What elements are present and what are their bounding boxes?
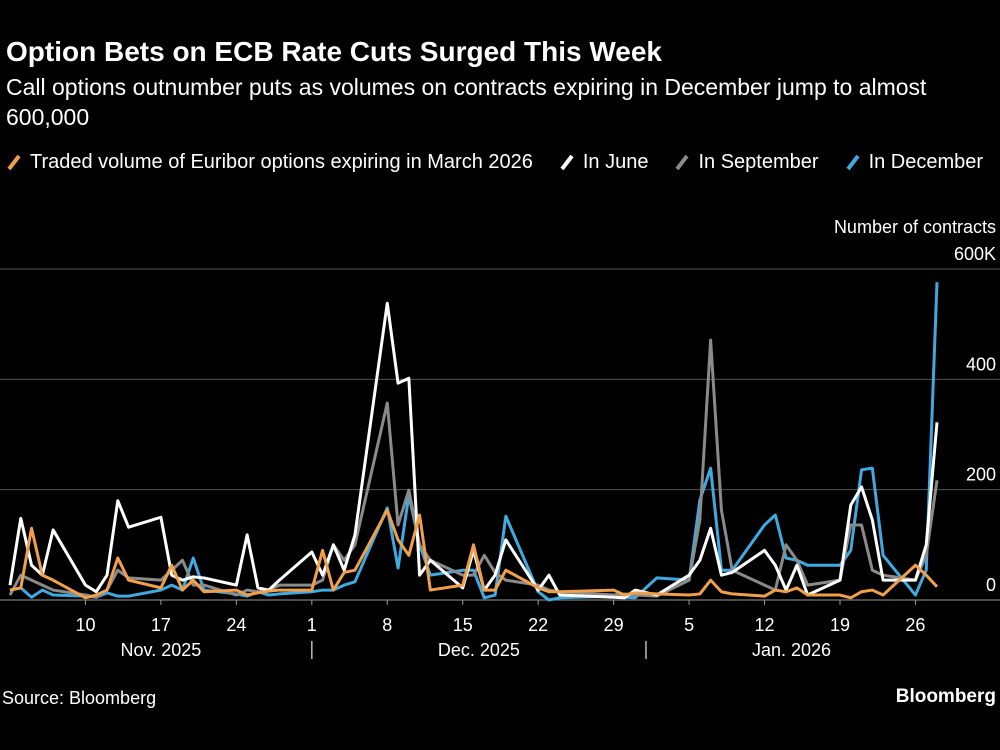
chart-subtitle: Call options outnumber puts as volumes o… [6,74,927,130]
legend-swatch-line [845,154,860,171]
y-axis-label: Number of contracts [834,217,996,237]
x-tick-label: 22 [528,615,548,635]
x-tick-label: 15 [453,615,473,635]
legend-swatch [560,154,574,171]
y-tick-label: 600K [954,244,996,264]
legend-swatch-line [560,154,574,171]
legend-swatch [7,154,21,171]
legend-item: In June [559,150,649,174]
x-tick-label: 19 [830,615,850,635]
legend-label: In December [868,151,984,173]
series-line [9,508,939,600]
legend-item: In December [845,150,984,174]
x-tick-label: 10 [75,615,95,635]
x-tick-label: 8 [382,615,392,635]
x-tick-label: 12 [755,615,775,635]
legend-label: In June [582,151,649,173]
legend-label: Traded volume of Euribor options expirin… [30,151,533,173]
legend-swatch [845,154,860,171]
x-tick-label: 1 [307,615,317,635]
x-tick-label: 17 [151,615,171,635]
x-tick-label: 29 [604,615,624,635]
legend-swatch [675,154,690,171]
x-tick-label: 24 [226,615,246,635]
legend-item: Traded volume of Euribor options expirin… [6,150,533,174]
x-group-label: Nov. 2025 [121,640,202,660]
y-tick-label: 0 [986,575,996,595]
y-tick-label: 200 [966,465,996,485]
legend: Traded volume of Euribor options expirin… [6,150,996,174]
legend-item: In September [674,150,819,174]
x-tick-label: 5 [684,615,694,635]
legend-swatch-line [675,154,690,171]
chart-title: Option Bets on ECB Rate Cuts Surged This… [6,36,663,67]
brand: Bloomberg [895,686,996,707]
x-tick-label: 26 [905,615,925,635]
legend-label: In September [698,151,819,173]
series-line [8,301,939,600]
x-group-label: Dec. 2025 [438,640,520,660]
source: Source: Bloomberg [2,688,157,708]
series-line [8,338,939,599]
x-group-label: Jan. 2026 [752,640,831,660]
y-tick-label: 400 [966,354,996,374]
legend-swatch-line [7,154,21,171]
